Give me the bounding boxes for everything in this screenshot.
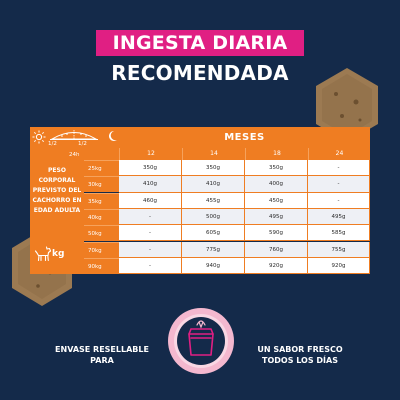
moon-icon bbox=[109, 131, 117, 141]
resealable-bag-icon bbox=[168, 308, 234, 374]
table-cell: 455g bbox=[182, 192, 245, 209]
table-cell: - bbox=[119, 241, 182, 258]
table-cell: 410g bbox=[119, 176, 182, 193]
weight-row-label: 25kg bbox=[84, 160, 119, 176]
table-cell: - bbox=[308, 192, 370, 209]
fresh-taste-text-line: UN SABOR FRESCO bbox=[257, 345, 343, 354]
kibble-icon bbox=[316, 68, 378, 142]
table-cell: - bbox=[308, 160, 370, 177]
month-column-header: 14 bbox=[182, 148, 245, 160]
half-portion-right: 1/2 bbox=[78, 141, 87, 147]
title-line-1: INGESTA DIARIA bbox=[96, 30, 304, 56]
table-cell: - bbox=[119, 257, 182, 275]
weight-row-label: 40kg bbox=[84, 208, 119, 225]
table-cell: 760g bbox=[245, 241, 308, 258]
weight-label-line: CORPORAL bbox=[38, 177, 76, 184]
weight-row-label: 50kg bbox=[84, 225, 119, 242]
table-cell: 495g bbox=[245, 208, 308, 226]
table-cell: 350g bbox=[245, 160, 308, 177]
month-column-header: 12 bbox=[119, 148, 182, 160]
table-cell: 590g bbox=[245, 225, 308, 242]
resealable-text-line: PARA bbox=[90, 356, 114, 365]
table-cell: - bbox=[119, 208, 182, 226]
table-cell: 350g bbox=[182, 160, 245, 177]
hours-label: 24h bbox=[69, 152, 80, 158]
table-cell: 500g bbox=[182, 208, 245, 226]
unit-label: kg bbox=[52, 249, 65, 259]
table-cell: 585g bbox=[308, 225, 370, 242]
weight-label-line: CACHORRO EN bbox=[32, 197, 82, 204]
months-header: MESES bbox=[119, 127, 370, 148]
table-cell: 350g bbox=[119, 160, 182, 177]
weight-row-label: 90kg bbox=[84, 257, 119, 274]
sun-icon bbox=[32, 130, 46, 144]
month-column-header: 24 bbox=[308, 148, 370, 160]
food-bowl-icon bbox=[50, 130, 98, 140]
weight-row-label: 70kg bbox=[84, 241, 119, 258]
table-cell: 450g bbox=[245, 192, 308, 209]
table-cell: - bbox=[308, 176, 370, 193]
table-cell: 605g bbox=[182, 225, 245, 242]
weight-label-line: EDAD ADULTA bbox=[33, 207, 81, 214]
feeding-table: 1/2 1/2 24h MESES PESO CORPORAL PREVISTO… bbox=[30, 127, 370, 275]
title-line-2: RECOMENDADA bbox=[111, 61, 289, 85]
month-column-header: 18 bbox=[245, 148, 308, 160]
weight-label-box: PESO CORPORAL PREVISTO DEL CACHORRO EN E… bbox=[30, 160, 84, 274]
header-icon-box: 1/2 1/2 24h bbox=[30, 127, 119, 160]
fresh-taste-text-line: TODOS LOS DÍAS bbox=[262, 356, 338, 365]
weight-label-line: PREVISTO DEL bbox=[32, 187, 82, 194]
table-cell: 460g bbox=[119, 192, 182, 209]
fresh-taste-text: UN SABOR FRESCO TODOS LOS DÍAS bbox=[240, 344, 360, 366]
table-cell: 920g bbox=[245, 257, 308, 275]
table-cell: 940g bbox=[182, 257, 245, 275]
table-cell: - bbox=[119, 225, 182, 242]
table-cell: 410g bbox=[182, 176, 245, 193]
resealable-text: ENVASE RESELLABLE PARA bbox=[40, 344, 164, 366]
table-cell: 920g bbox=[308, 257, 370, 275]
table-cell: 775g bbox=[182, 241, 245, 258]
weight-label-line: PESO bbox=[48, 167, 66, 174]
table-cell: 495g bbox=[308, 208, 370, 226]
resealable-text-line: ENVASE RESELLABLE bbox=[55, 345, 149, 354]
table-cell: 400g bbox=[245, 176, 308, 193]
weight-row-label: 35kg bbox=[84, 192, 119, 209]
half-portion-left: 1/2 bbox=[48, 141, 57, 147]
weight-row-label: 30kg bbox=[84, 176, 119, 193]
dog-icon bbox=[34, 246, 52, 262]
weight-label: PESO CORPORAL PREVISTO DEL CACHORRO EN E… bbox=[30, 166, 84, 216]
table-cell: 755g bbox=[308, 241, 370, 258]
